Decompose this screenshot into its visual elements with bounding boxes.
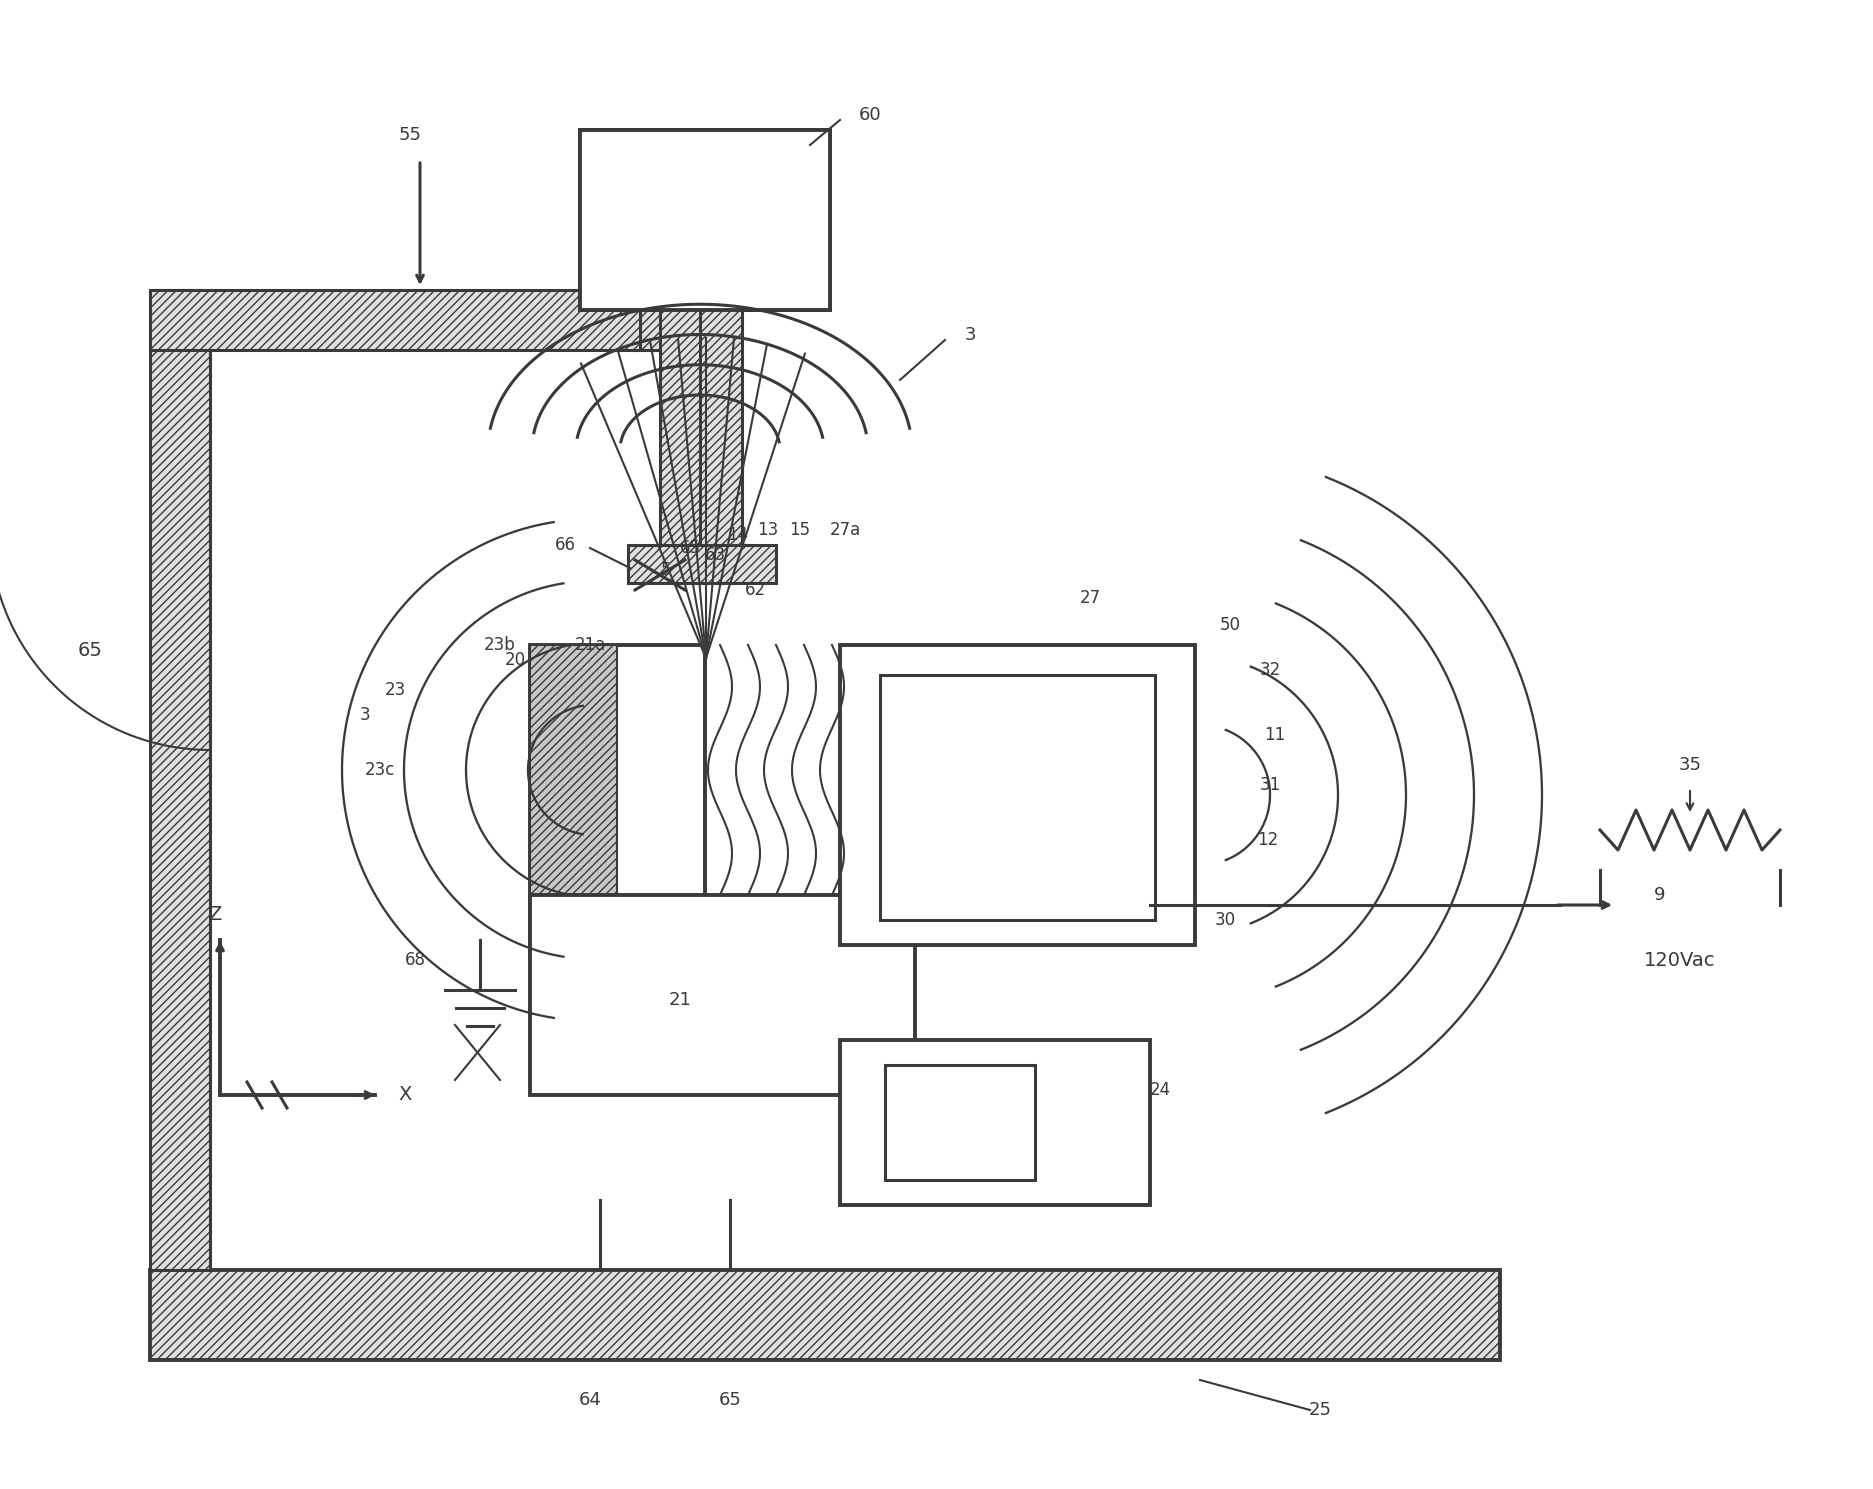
Text: 68: 68 xyxy=(405,951,425,969)
Text: 62: 62 xyxy=(744,581,766,599)
Text: 21: 21 xyxy=(669,992,691,1010)
Text: 12: 12 xyxy=(1257,831,1279,849)
Text: 3: 3 xyxy=(965,326,976,344)
Bar xyxy=(530,645,616,954)
Text: 66: 66 xyxy=(554,536,575,554)
Text: 65: 65 xyxy=(719,1391,742,1409)
Text: 23b: 23b xyxy=(483,636,515,654)
Text: 60: 60 xyxy=(858,106,882,124)
Text: 23: 23 xyxy=(384,680,406,698)
Bar xyxy=(627,545,775,584)
Bar xyxy=(839,1039,1150,1205)
Text: 25: 25 xyxy=(1309,1401,1332,1419)
Text: 65: 65 xyxy=(680,539,701,557)
Text: 63: 63 xyxy=(704,546,725,564)
Text: 120Vac: 120Vac xyxy=(1644,950,1716,969)
Text: 20: 20 xyxy=(504,651,526,669)
Text: 15: 15 xyxy=(789,521,811,539)
Text: X: X xyxy=(399,1085,412,1105)
Text: 32: 32 xyxy=(1259,661,1281,679)
Text: 64: 64 xyxy=(579,1391,601,1409)
Text: 27: 27 xyxy=(1079,590,1101,608)
Text: 5: 5 xyxy=(661,561,671,579)
Text: 35: 35 xyxy=(1678,756,1701,774)
Text: 50: 50 xyxy=(1219,616,1240,634)
Bar xyxy=(530,895,916,1094)
Bar xyxy=(886,1065,1036,1179)
Text: 23c: 23c xyxy=(365,761,395,779)
Text: Z: Z xyxy=(208,905,221,925)
Text: 65: 65 xyxy=(77,640,103,660)
Text: 31: 31 xyxy=(1259,776,1281,794)
Bar xyxy=(150,290,210,1270)
Bar xyxy=(839,645,1195,946)
Bar xyxy=(581,130,830,310)
Text: 55: 55 xyxy=(399,127,421,144)
Bar xyxy=(641,191,701,350)
Text: 30: 30 xyxy=(1214,911,1236,929)
Bar xyxy=(880,675,1156,920)
Bar xyxy=(701,308,742,548)
Bar xyxy=(150,1270,1500,1359)
Bar xyxy=(530,645,704,954)
Text: 9: 9 xyxy=(1654,886,1665,904)
Text: 14: 14 xyxy=(727,526,749,543)
Text: 13: 13 xyxy=(757,521,779,539)
Text: 24: 24 xyxy=(1150,1081,1171,1099)
Bar xyxy=(581,130,830,310)
Text: 11: 11 xyxy=(1264,727,1285,744)
Text: 21a: 21a xyxy=(575,636,605,654)
Bar xyxy=(150,290,701,350)
Text: 3: 3 xyxy=(360,706,371,724)
Text: 27a: 27a xyxy=(830,521,860,539)
Bar xyxy=(659,308,702,548)
